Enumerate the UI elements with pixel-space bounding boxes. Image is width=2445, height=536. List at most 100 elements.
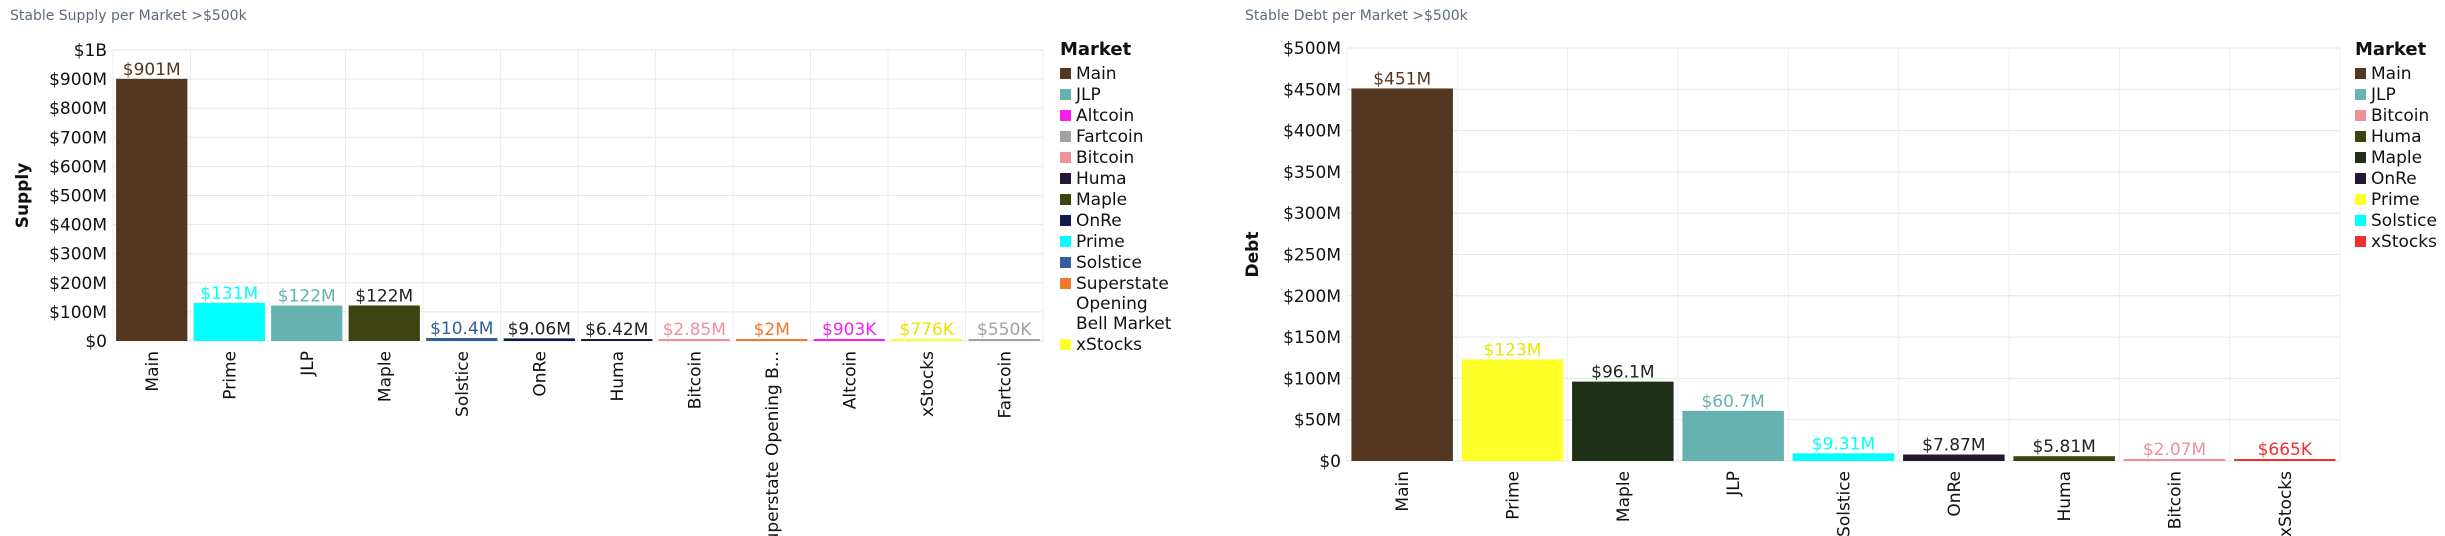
supply-legend-label: Main [1076,64,1117,84]
supply-y-axis-label: Supply [13,163,33,229]
supply-legend-item-bitcoin: Bitcoin [1060,148,1134,168]
debt-data-label-xstocks: $665K [2258,440,2313,460]
supply-legend-item-solstice: Solstice [1060,253,1142,273]
debt-x-tick-label: OnRe [1945,471,1965,517]
debt-data-label-main: $451M [1373,69,1431,89]
supply-legend-swatch [1060,236,1071,247]
debt-legend-label: Maple [2371,148,2422,168]
supply-bar-huma [581,339,653,341]
debt-y-tick-label: $150M [1283,328,1341,348]
supply-x-tick-label: xStocks [918,351,938,417]
supply-legend-swatch [1060,110,1071,121]
debt-x-tick-label: xStocks [2276,471,2296,536]
debt-bar-huma [2013,456,2115,461]
supply-x-tick-label: OnRe [530,351,550,397]
debt-y-tick-label: $350M [1283,163,1341,183]
supply-x-tick-label: Prime [220,351,240,400]
debt-x-tick-label: Maple [1614,471,1634,522]
supply-x-tick-label: Huma [608,351,628,402]
supply-legend-label: Bitcoin [1076,148,1134,168]
debt-x-tick-label: Huma [2055,471,2075,522]
supply-data-label-xstocks: $776K [900,320,955,340]
debt-bar-onre [1903,454,2005,461]
debt-bar-prime [1461,359,1564,461]
supply-chart-title: Stable Supply per Market >$500k [10,8,247,24]
supply-legend-label: Maple [1076,190,1127,210]
debt-legend-swatch [2355,173,2366,184]
supply-bar-xstocks [891,339,963,341]
debt-y-tick-label: $100M [1283,369,1341,389]
debt-legend-item-onre: OnRe [2355,169,2417,189]
debt-bar-maple [1572,381,1674,461]
supply-legend-label: Solstice [1076,253,1142,273]
supply-legend-swatch [1060,68,1071,79]
supply-legend-item-superstate-opening-bell-market: Superstate Opening Bell Market [1060,274,1172,334]
debt-bar-jlp [1682,410,1784,461]
supply-x-tick-label: Main [143,351,163,392]
supply-legend-item-fartcoin: Fartcoin [1060,127,1144,147]
debt-x-tick-label: Prime [1504,471,1524,520]
supply-bar-jlp [271,305,343,341]
debt-legend-item-prime: Prime [2355,190,2420,210]
supply-data-label-altcoin: $903K [822,320,877,340]
supply-x-tick-label: Maple [375,351,395,402]
debt-y-tick-label: $300M [1283,204,1341,224]
supply-data-label-solstice: $10.4M [430,319,493,339]
supply-data-label-onre: $9.06M [508,319,571,339]
supply-bar-onre [503,338,575,341]
supply-bar-fartcoin [968,339,1040,341]
debt-x-tick-label: Main [1393,471,1413,512]
supply-x-tick-label: JLP [298,351,318,377]
debt-legend-label: Solstice [2371,211,2437,231]
supply-data-label-jlp: $122M [278,286,336,306]
debt-legend-item-main: Main [2355,64,2412,84]
supply-legend-swatch [1060,194,1071,205]
supply-data-label-huma: $6.42M [585,320,648,340]
supply-legend-item-prime: Prime [1060,232,1125,252]
supply-legend-item-onre: OnRe [1060,211,1122,231]
supply-legend-label: Prime [1076,232,1125,252]
supply-legend-swatch [1060,257,1071,268]
debt-legend-swatch [2355,89,2366,100]
supply-legend-label: Fartcoin [1076,127,1144,147]
debt-y-tick-label: $400M [1283,122,1341,142]
debt-legend-label: Main [2371,64,2412,84]
debt-bar-main [1351,88,1453,461]
supply-y-tick-label: $500M [49,187,107,207]
supply-y-tick-label: $700M [49,128,107,148]
supply-y-tick-label: $900M [49,70,107,90]
debt-legend-item-xstocks: xStocks [2355,232,2437,252]
supply-y-tick-label: $300M [49,245,107,265]
supply-y-tick-label: $400M [49,216,107,236]
debt-data-label-bitcoin: $2.07M [2143,440,2206,460]
supply-y-tick-label: $600M [49,157,107,177]
supply-legend-swatch [1060,131,1071,142]
supply-data-label-fartcoin: $550K [977,320,1032,340]
supply-x-tick-label: Solstice [453,351,473,417]
debt-legend-title: Market [2355,39,2427,60]
supply-legend-label: Huma [1076,169,1127,189]
supply-legend-label: OnRe [1076,211,1122,231]
debt-data-label-solstice: $9.31M [1812,434,1875,454]
debt-legend-label: Huma [2371,127,2422,147]
supply-bar-altcoin [813,339,885,341]
supply-legend-swatch [1060,278,1071,289]
supply-legend-swatch [1060,339,1071,350]
supply-legend-item-altcoin: Altcoin [1060,106,1134,126]
supply-bar-prime [193,302,265,341]
debt-y-tick-label: $200M [1283,287,1341,307]
supply-y-tick-label: $0 [85,332,107,352]
debt-legend-swatch [2355,194,2366,205]
debt-legend-swatch [2355,236,2366,247]
supply-legend-item-main: Main [1060,64,1117,84]
supply-x-tick-label: Fartcoin [995,351,1015,419]
debt-bar-chart: $0 $50M $100M $150M $200M $250M $300M $350M $400… [1243,39,2437,536]
debt-legend-item-solstice: Solstice [2355,211,2437,231]
debt-chart-panel: Stable Debt per Market >$500k $0 $50M $100… [1235,0,2445,536]
debt-legend-item-huma: Huma [2355,127,2422,147]
debt-x-tick-label: Solstice [1835,471,1855,536]
supply-legend-item-maple: Maple [1060,190,1127,210]
debt-y-tick-label: $450M [1283,80,1341,100]
supply-bar-superstate-opening-b [736,339,808,341]
supply-data-label-prime: $131M [200,284,258,304]
